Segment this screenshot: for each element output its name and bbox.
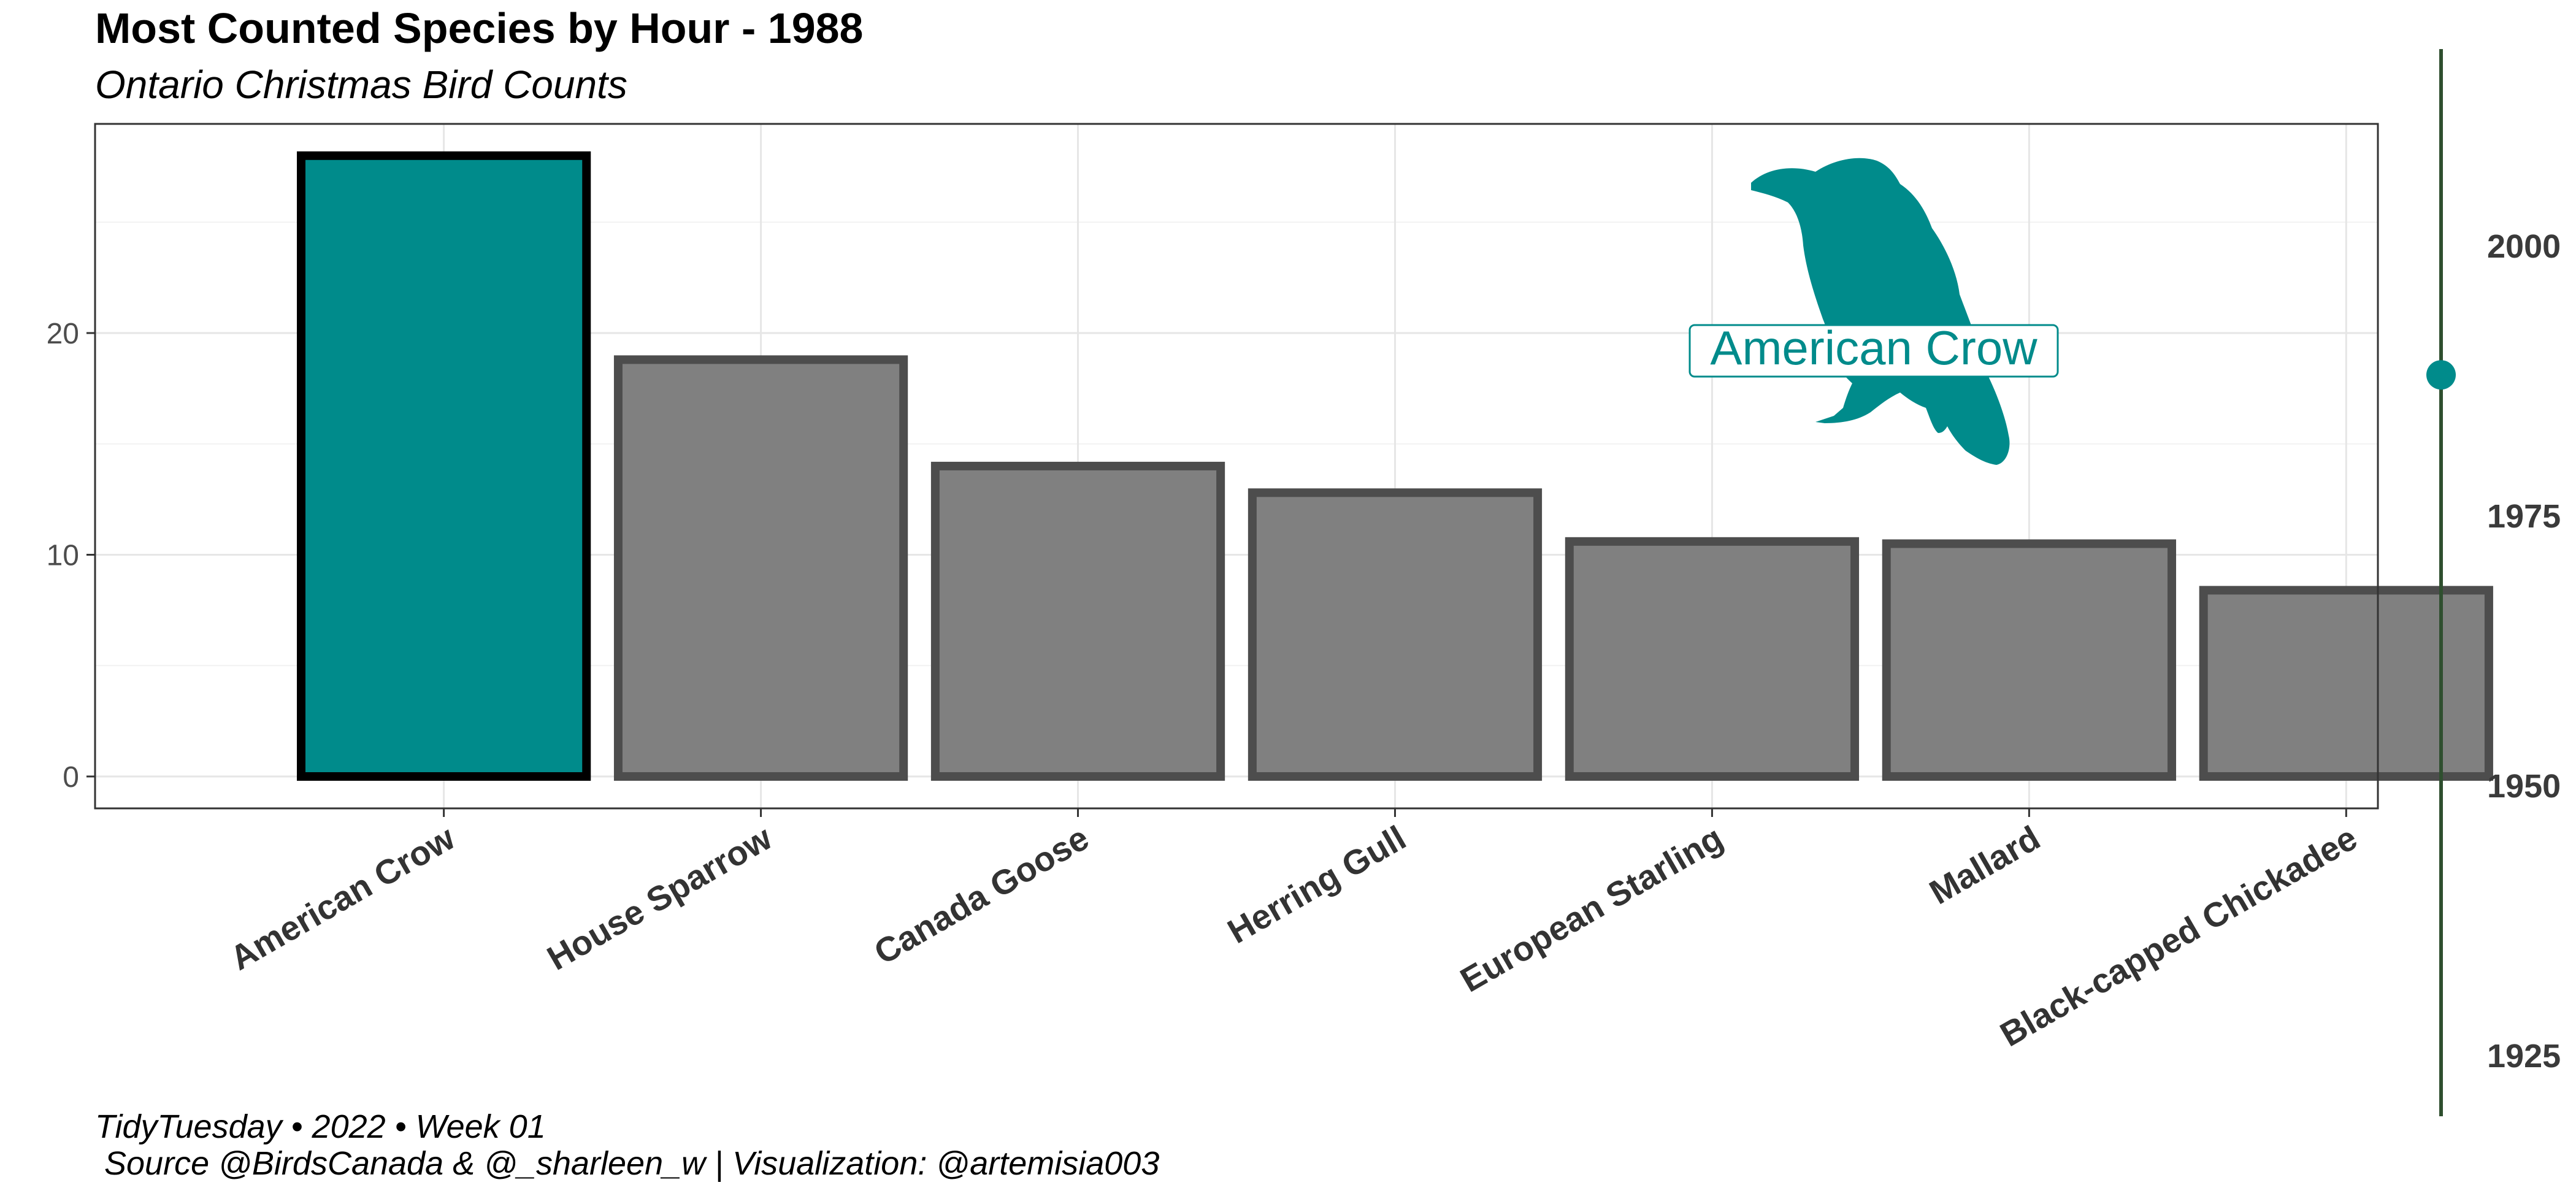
annotation: American Crow	[1689, 158, 2059, 465]
caption-line-2: Source @BirdsCanada & @_sharleen_w | Vis…	[104, 1145, 1159, 1182]
crow-silhouette-icon	[1751, 158, 2010, 465]
y-tick-label: 0	[63, 761, 79, 794]
annotation-label-box	[1689, 324, 2059, 378]
bar-canada-goose	[930, 461, 1225, 781]
bar-american-crow	[297, 151, 591, 781]
y-tick-label: 20	[47, 318, 79, 350]
panel-border	[94, 123, 2379, 810]
bar-house-sparrow	[613, 355, 908, 781]
bar-black-capped-chickadee	[2199, 586, 2493, 781]
bars	[297, 151, 2493, 781]
bar-herring-gull	[1248, 488, 1543, 781]
y-axis: 0 10 20	[47, 318, 95, 794]
slider-year-label: 1975	[2487, 498, 2561, 535]
caption-line-1: TidyTuesday • 2022 • Week 01	[95, 1108, 546, 1145]
chart-subtitle: Ontario Christmas Bird Counts	[95, 63, 627, 107]
slider-handle[interactable]	[2426, 360, 2456, 390]
bar-mallard	[1882, 539, 2176, 781]
bar-european-starling	[1565, 537, 1860, 781]
year-slider[interactable]: 1925 1950 1975 2000	[2426, 49, 2561, 1116]
slider-year-label: 1950	[2487, 768, 2561, 805]
annotation-label: American Crow	[1710, 321, 2037, 375]
chart-title: Most Counted Species by Hour - 1988	[95, 4, 863, 52]
slider-year-label: 2000	[2487, 228, 2561, 265]
y-tick-label: 10	[47, 540, 79, 572]
slider-year-label: 1925	[2487, 1038, 2561, 1075]
plot-panel: American Crow	[94, 123, 2493, 810]
